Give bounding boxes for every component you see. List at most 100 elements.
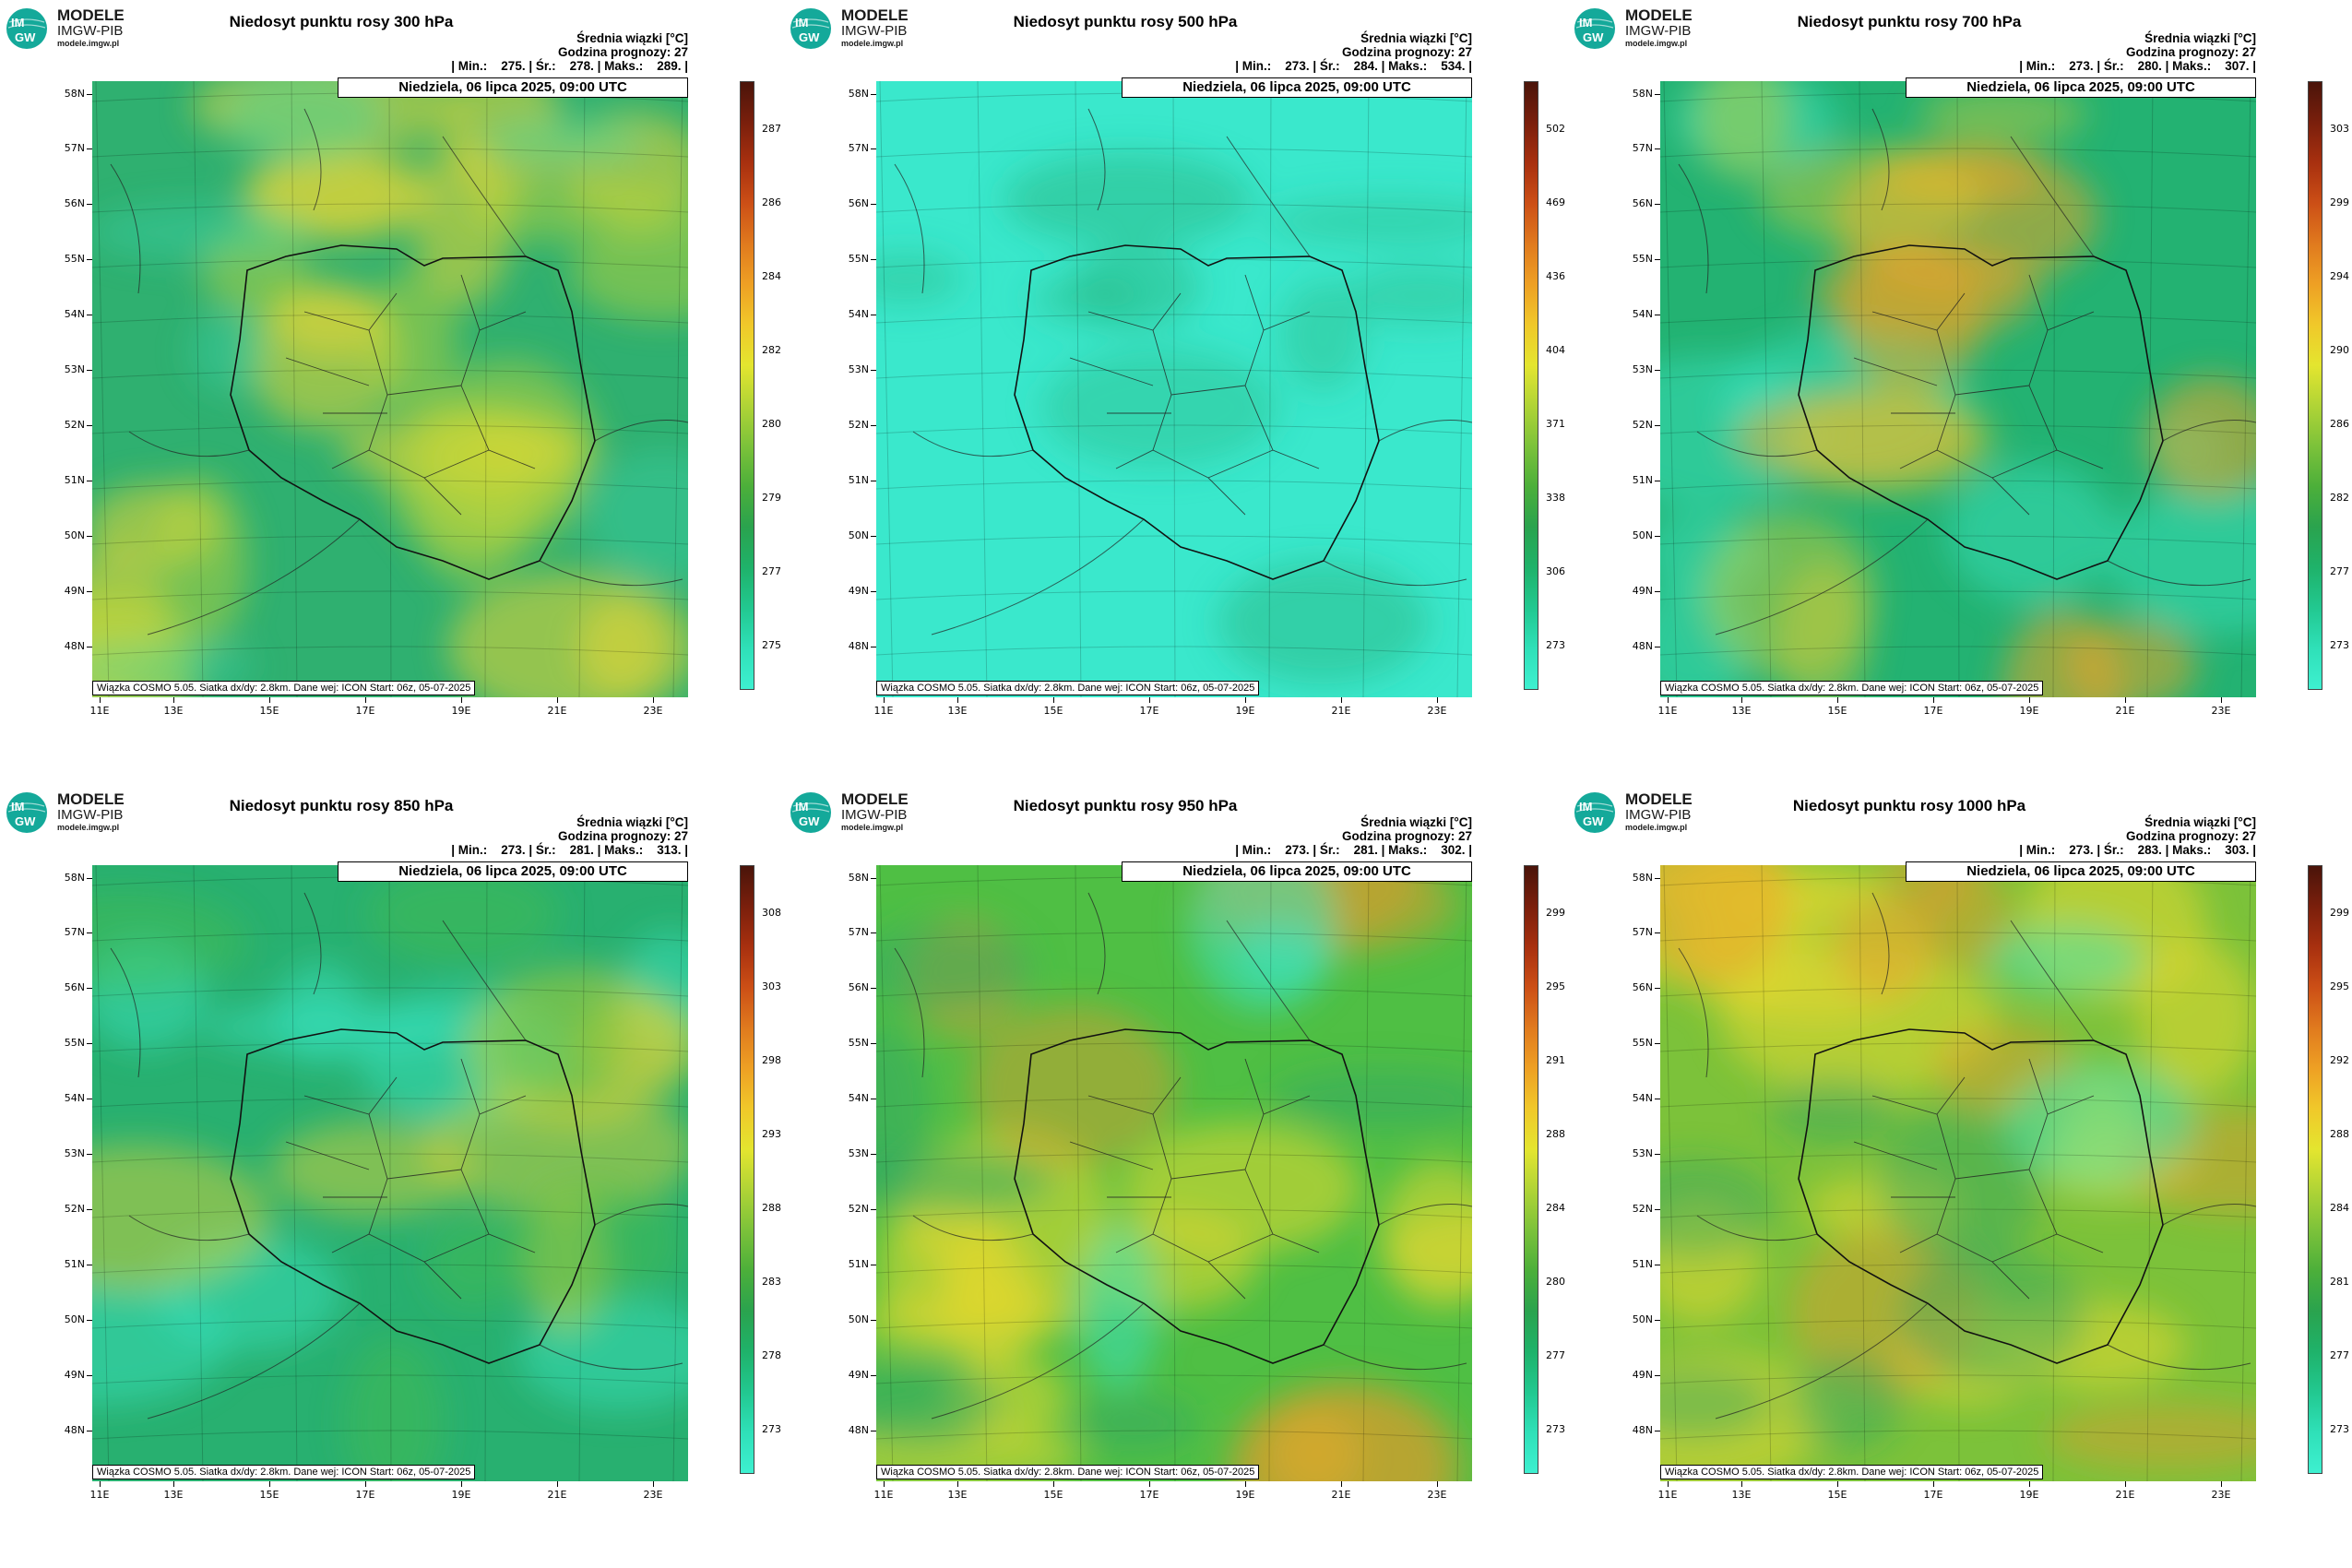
latitude-label: 57N [848,142,869,154]
colorbar-tick-label: 282 [2330,492,2349,504]
imgw-logo[interactable]: IM GW MODELE IMGW-PIB modele.imgw.pl [790,7,928,52]
longitude-label: 15E [1043,705,1063,717]
logo-mark-bottom: GW [799,30,820,44]
colorbar-tick-label: 273 [762,1423,781,1435]
longitude-tick [2029,1481,2030,1487]
longitude-label: 11E [873,1489,894,1501]
colorbar-tick-label: 295 [2330,980,2349,992]
latitude-tick [871,204,876,205]
latitude-tick [87,1375,92,1376]
colorbar-tick-label: 286 [2330,418,2349,430]
latitude-label: 50N [848,529,869,541]
panel-stats: Średnia wiązki [°C] Godzina prognozy: 27… [2019,815,2256,857]
colorbar-tick-label: 404 [1546,344,1565,356]
logo-url[interactable]: modele.imgw.pl [57,39,120,48]
logo-url[interactable]: modele.imgw.pl [1625,39,1688,48]
colorbar-tick-label: 288 [762,1202,781,1214]
latitude-tick [871,148,876,149]
latitude-label: 55N [848,253,869,265]
voivodeship-borders [1853,274,2104,516]
forecast-map[interactable] [876,81,1472,697]
colorbar [740,865,754,1474]
latitude-tick [1655,94,1660,95]
colorbar-tick-label: 371 [1546,418,1565,430]
latitude-label: 48N [848,1424,869,1436]
latitude-tick [871,370,876,371]
colorbar-tick-label: 295 [1546,980,1565,992]
longitude-label: 15E [1827,705,1847,717]
stats-values: | Min.: 275. | Śr.: 278. | Maks.: 289. | [451,59,688,73]
colorbar-tick-label: 292 [2330,1054,2349,1066]
valid-date-label: Niedziela, 06 lipca 2025, 09:00 UTC [1906,77,2256,98]
latitude-tick [1655,591,1660,592]
longitude-label: 23E [643,1489,663,1501]
longitude-label: 17E [1139,705,1159,717]
panel-title: Niedosyt punktu rosy 1000 hPa [1792,797,2026,814]
longitude-tick [2125,697,2126,703]
latitude-label: 55N [1632,1037,1653,1049]
logo-url[interactable]: modele.imgw.pl [841,823,904,832]
forecast-panel-4: IM GW MODELE IMGW-PIB modele.imgw.pl Nie… [0,784,784,1568]
logo-url[interactable]: modele.imgw.pl [841,39,904,48]
longitude-label: 15E [259,1489,279,1501]
latitude-tick [1655,1209,1660,1210]
colorbar-tick-label: 277 [2330,1349,2349,1361]
poland-border [230,244,596,580]
colorbar-tick-label: 299 [2330,907,2349,919]
longitude-tick [1741,1481,1742,1487]
longitude-tick [1437,697,1438,703]
forecast-map[interactable] [92,81,688,697]
valid-date-label: Niedziela, 06 lipca 2025, 09:00 UTC [1906,861,2256,882]
imgw-logo[interactable]: IM GW MODELE IMGW-PIB modele.imgw.pl [1574,791,1712,836]
forecast-map[interactable] [92,865,688,1481]
forecast-hour: Godzina prognozy: 27 [557,45,688,59]
imgw-logo-icon: IM GW [6,792,47,833]
field-shading [92,865,688,1481]
latitude-label: 57N [1632,926,1653,938]
longitude-label: 13E [947,705,968,717]
latitude-tick [1655,204,1660,205]
longitude-tick [557,697,558,703]
longitude-tick [1437,1481,1438,1487]
longitude-tick [884,1481,885,1487]
forecast-hour: Godzina prognozy: 27 [2125,45,2256,59]
colorbar-tick-label: 273 [1546,639,1565,651]
latitude-label: 49N [1632,585,1653,597]
colorbar-tick-label: 306 [1546,565,1565,577]
latitude-label: 51N [1632,1258,1653,1270]
latitude-label: 49N [64,1369,85,1381]
latitude-tick [871,878,876,879]
logo-url[interactable]: modele.imgw.pl [57,823,120,832]
longitude-tick [884,697,885,703]
colorbar-tick-label: 273 [2330,639,2349,651]
forecast-map[interactable] [1660,865,2256,1481]
imgw-logo[interactable]: IM GW MODELE IMGW-PIB modele.imgw.pl [1574,7,1712,52]
latitude-label: 52N [848,419,869,431]
longitude-tick [2221,1481,2222,1487]
latitude-label: 53N [848,363,869,375]
latitude-label: 52N [1632,419,1653,431]
latitude-label: 53N [848,1147,869,1159]
imgw-logo[interactable]: IM GW MODELE IMGW-PIB modele.imgw.pl [6,791,144,836]
latitude-label: 50N [1632,1313,1653,1325]
colorbar-tick-label: 277 [1546,1349,1565,1361]
latitude-label: 50N [848,1313,869,1325]
latitude-tick [871,1154,876,1155]
longitude-tick [2029,697,2030,703]
latitude-tick [871,1209,876,1210]
latitude-tick [871,591,876,592]
longitude-label: 17E [1923,705,1943,717]
imgw-logo[interactable]: IM GW MODELE IMGW-PIB modele.imgw.pl [790,791,928,836]
model-info-footer: Wiązka COSMO 5.05. Siatka dx/dy: 2.8km. … [92,681,475,695]
forecast-map[interactable] [876,865,1472,1481]
logo-org: IMGW-PIB [841,23,908,39]
colorbar-tick-label: 469 [1546,196,1565,208]
imgw-logo[interactable]: IM GW MODELE IMGW-PIB modele.imgw.pl [6,7,144,52]
logo-url[interactable]: modele.imgw.pl [1625,823,1688,832]
latitude-label: 57N [64,142,85,154]
stats-values: | Min.: 273. | Śr.: 281. | Maks.: 302. | [1235,843,1472,857]
graticule [92,865,688,1481]
forecast-map[interactable] [1660,81,2256,697]
graticule [876,865,1472,1481]
stats-header: Średnia wiązki [°C] [576,31,688,45]
